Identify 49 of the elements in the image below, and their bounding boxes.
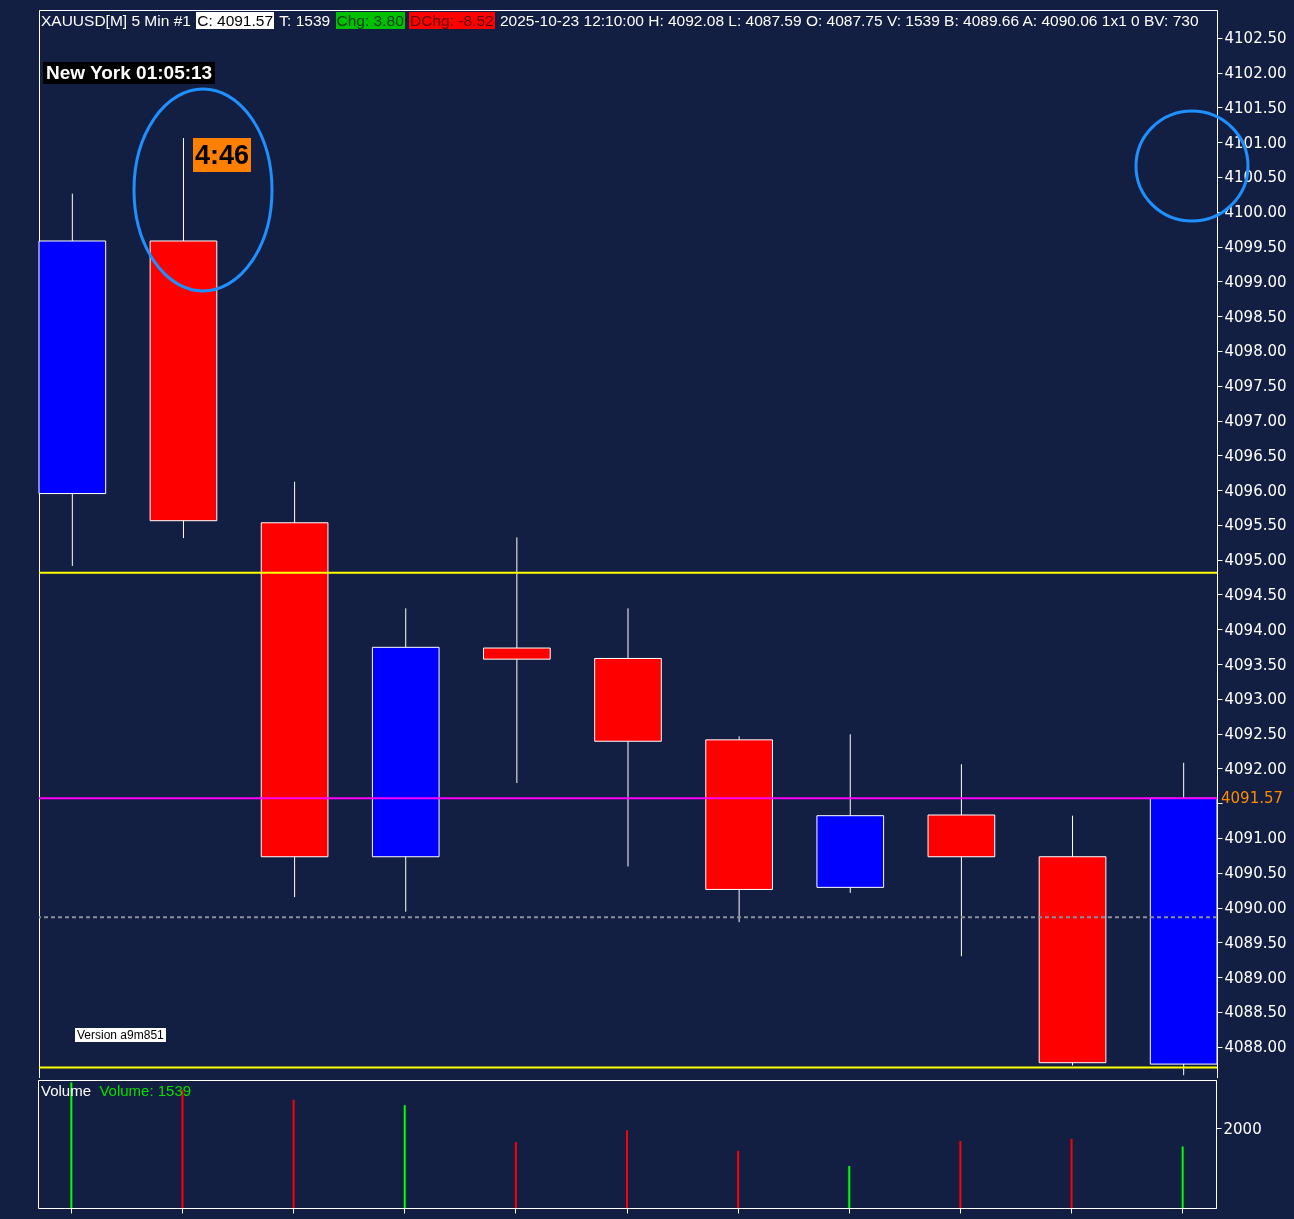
- y-tick-label: 4095.00: [1224, 551, 1287, 570]
- bar: [737, 1150, 740, 1208]
- y-tick-label: 4101.50: [1224, 98, 1287, 117]
- y-tick-label: 4099.50: [1224, 238, 1287, 257]
- candlestick: [483, 536, 551, 784]
- y-tick-label: 4089.50: [1224, 933, 1287, 952]
- y-tick-label: 4102.50: [1224, 29, 1287, 48]
- bar: [1181, 1146, 1184, 1208]
- y-tick-label: 4102.00: [1224, 64, 1287, 83]
- y-tick-label: 4098.00: [1224, 342, 1287, 361]
- y-tick-label: 4090.50: [1224, 864, 1287, 883]
- annotation: C: 4091.57: [196, 12, 275, 29]
- bar: [403, 1105, 406, 1208]
- y-tick-label: 4095.50: [1224, 516, 1287, 535]
- y-tick-label: 4096.00: [1224, 481, 1287, 500]
- y-tick-label: 4097.00: [1224, 412, 1287, 430]
- bar: [514, 1142, 517, 1208]
- annotation: 2025-10-23 12:10:00 H: 4092.08 L: 4087.59 O: 4087.75 V: 1539 B: 4089.66 A: 4090.06 1x1 0 BV: 730: [498, 12, 1200, 29]
- annotation: Version a9m851: [75, 1028, 166, 1042]
- annotation: 4:46: [193, 138, 252, 172]
- bar: [1070, 1138, 1073, 1208]
- y-tick-label: 4100.00: [1224, 203, 1287, 222]
- chart-title: XAUUSD[M] 5 Min #1: [40, 12, 192, 29]
- y-tick-label: 4092.00: [1224, 759, 1287, 778]
- y-tick-label: 4092.50: [1224, 725, 1287, 744]
- annotation: Chg: 3.80: [335, 12, 405, 29]
- y-tick-label: 4098.50: [1224, 307, 1287, 326]
- annotation: New York 01:05:13: [43, 62, 216, 84]
- y-tick-label: 4088.00: [1224, 1038, 1287, 1057]
- y-tick-label: 4093.50: [1224, 655, 1287, 674]
- y-tick-label: 4090.00: [1224, 899, 1287, 918]
- bar: [626, 1130, 628, 1208]
- bar: [848, 1166, 851, 1208]
- y-tick-label: 4096.50: [1224, 446, 1287, 465]
- y-tick-label: 4089.00: [1224, 968, 1287, 987]
- y-tick-label: 4097.50: [1224, 377, 1287, 396]
- annotation: DChg: -8.52: [409, 12, 495, 29]
- y-tick-label: 4094.50: [1224, 585, 1287, 604]
- y-tick-label: 2000: [1223, 1119, 1262, 1138]
- chart-subtitle: Volume: 1539: [99, 1082, 192, 1099]
- bar: [292, 1099, 295, 1208]
- y-tick-label: 4088.50: [1224, 1003, 1287, 1022]
- ref-line-label: 4091.57: [1221, 789, 1284, 808]
- y-tick-label: 4091.00: [1224, 829, 1287, 848]
- bar: [959, 1141, 962, 1208]
- annotation: T: 1539: [278, 12, 332, 29]
- y-tick-label: 4093.00: [1224, 690, 1287, 709]
- y-tick-label: 4094.00: [1224, 620, 1287, 639]
- y-tick-label: 4099.00: [1224, 272, 1287, 291]
